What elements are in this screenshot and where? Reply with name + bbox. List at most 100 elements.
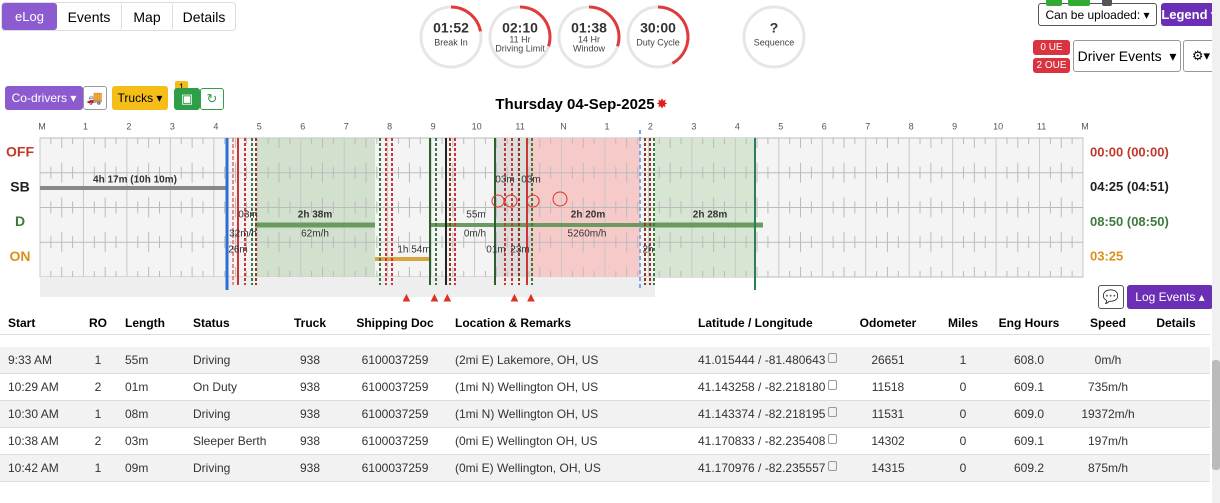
hour-label: 9 (431, 121, 436, 131)
icon (1046, 0, 1062, 6)
cell: 2 (94, 380, 102, 394)
gauge-value: ? (770, 20, 779, 36)
gauge-label: 14 Hr (578, 34, 600, 44)
cell: 609.2 (1013, 461, 1045, 475)
cell: 08m (125, 407, 149, 421)
hour-label: 10 (993, 121, 1003, 131)
cell: Driving (193, 407, 231, 421)
cell: 41.015444 / -81.480643 (698, 353, 826, 367)
gauge-arc (450, 5, 482, 32)
cell: (2mi E) Lakemore, OH, US (455, 353, 599, 367)
row-total: 04:25 (04:51) (1090, 179, 1169, 194)
copy-icon (828, 353, 837, 363)
cell: Driving (193, 461, 231, 475)
warning-icon: ▲▲ (428, 289, 454, 304)
graph-note: 2h 20m (571, 210, 606, 221)
codrivers-label: Co-drivers (11, 91, 67, 105)
date-title: Thursday 04-Sep-2025 (495, 96, 654, 113)
graph-note: 62m/h (301, 229, 329, 240)
driver-events-dropdown[interactable]: Driver Events ▾ (1073, 40, 1181, 72)
refresh-button[interactable]: ↻ (200, 88, 224, 110)
row-total: 03:25 (1090, 249, 1123, 264)
upload-label: Can be uploaded: (1045, 7, 1141, 22)
graph-note: 5260m/h (568, 229, 607, 240)
gauge-label: Duty Cycle (636, 37, 680, 47)
upload-dropdown[interactable]: Can be uploaded: ▾ (1038, 3, 1157, 26)
gauge-label: 11 Hr (509, 34, 530, 44)
cell: (0mi E) Wellington, OH, US (455, 461, 601, 475)
hour-label: 3 (691, 121, 696, 131)
gauge-label: Window (573, 43, 606, 53)
graph-note: 2h 38m (298, 210, 333, 221)
cell: 875m/h (1087, 461, 1129, 475)
oue-badge[interactable]: 2 OUE (1033, 58, 1070, 73)
cell: 0 (959, 461, 967, 475)
cell: 0 (959, 380, 967, 394)
cell: 6100037259 (361, 380, 429, 394)
hour-label: M (38, 121, 46, 131)
cell: Driving (193, 353, 231, 367)
table-row: 9:33 AM 1 55m Driving 938 6100037259 (2mi E) L… (0, 347, 1210, 374)
gauge-label: Break In (434, 37, 468, 47)
cell: 0m/h (1094, 353, 1122, 367)
gauge-value: 01:38 (571, 20, 607, 36)
print-button[interactable]: ▣ (174, 88, 200, 110)
cell: 41.170976 / -82.235557 (698, 461, 826, 475)
graph-note: 32m/h (229, 229, 257, 240)
tab[interactable]: eLog (2, 3, 57, 30)
log-events-button[interactable]: Log Events ▴ (1127, 285, 1213, 309)
hour-label: 5 (778, 121, 783, 131)
column-header: Location & Remarks (455, 316, 572, 330)
violation-icon (526, 194, 540, 208)
gauge-label: Sequence (754, 37, 795, 47)
ue-badge[interactable]: 0 UE (1033, 40, 1070, 55)
row-label: OFF (6, 144, 34, 160)
hour-label: M (1081, 121, 1089, 131)
event-strip (40, 277, 655, 297)
hour-label: 7 (865, 121, 870, 131)
graph-note: 23m (510, 245, 529, 256)
cell: 0 (959, 434, 967, 448)
cell: 11531 (871, 407, 905, 421)
graph-note: 03m (495, 175, 514, 186)
gauge-arc (519, 5, 552, 47)
row-total: 08:50 (08:50) (1090, 214, 1169, 229)
cell: 1 (94, 353, 102, 367)
table-row: 10:29 AM 2 01m On Duty 938 6100037259 (1mi N) … (0, 374, 1210, 401)
cell: 10:38 AM (8, 434, 59, 448)
cell: 10:29 AM (8, 380, 59, 394)
cell: 938 (299, 407, 321, 421)
truck-icon-button[interactable]: 🚚 (83, 86, 107, 110)
cell: 41.170833 / -82.235408 (698, 434, 826, 448)
legend-button[interactable]: Legend ▾ (1161, 3, 1218, 26)
table-row: 10:38 AM 2 03m Sleeper Berth 938 6100037259 (0… (0, 428, 1210, 455)
column-header: Truck (293, 316, 326, 330)
trucks-button[interactable]: Trucks ▾ (112, 86, 168, 110)
icon (1068, 0, 1090, 6)
table-row: 10:30 AM 1 08m Driving 938 6100037259 (1mi N) … (0, 401, 1210, 428)
tab[interactable]: Map (122, 3, 173, 30)
cell: 938 (299, 434, 321, 448)
gauge-ring (742, 5, 806, 69)
hour-label: 11 (515, 121, 524, 131)
hour-label: 8 (909, 121, 914, 131)
column-header: Latitude / Longitude (698, 316, 813, 330)
hour-label: 9 (952, 121, 957, 131)
codrivers-button[interactable]: Co-drivers ▾ (5, 86, 83, 110)
copy-icon (828, 434, 837, 444)
chat-button[interactable]: 💬 (1098, 285, 1124, 309)
cell: 55m (125, 353, 149, 367)
cell: 41.143374 / -82.218195 (698, 407, 826, 421)
hour-label: 11 (1037, 121, 1046, 131)
cell: 01m (125, 380, 149, 394)
tab[interactable]: Details (182, 8, 226, 25)
hour-label: 1 (83, 121, 88, 131)
hour-label: 3 (170, 121, 175, 131)
tabs: eLog Events Map Details (1, 2, 236, 31)
graph-note: 1h 54m (397, 245, 430, 256)
legend-label: Legend (1161, 7, 1208, 22)
cell: 1 (94, 461, 102, 475)
cell: 10:42 AM (8, 461, 59, 475)
tab[interactable]: Events (57, 3, 122, 30)
row-total: 00:00 (00:00) (1090, 144, 1169, 159)
